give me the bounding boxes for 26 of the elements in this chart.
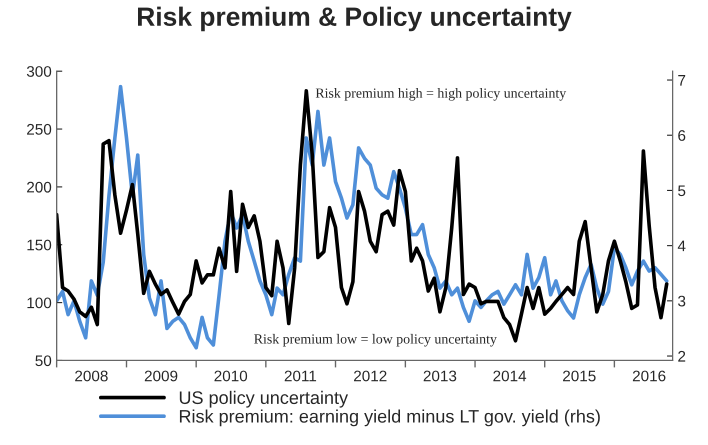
y-tick-label: 50 (35, 355, 52, 366)
y-tick-label: 300 (26, 66, 52, 77)
x-tick-label: 2016 (632, 370, 666, 382)
y2-tick-label: 6 (678, 130, 686, 141)
legend-label: US policy uncertainty (180, 390, 348, 408)
y-tick-label: 250 (27, 124, 52, 135)
y2-tick-label: 3 (678, 296, 686, 307)
y2-tick-label: 7 (678, 75, 686, 86)
x-tick-label: 2015 (563, 370, 596, 382)
x-tick-label: 2011 (284, 370, 316, 382)
x-tick-label: 2014 (493, 370, 526, 382)
y-tick-label: 150 (27, 240, 52, 250)
y2-tick-label: 4 (678, 240, 686, 252)
x-tick-label: 2012 (354, 370, 386, 382)
legend-label: Risk premium: earning yield minus LT gov. yield (rhs) (180, 409, 600, 426)
annotation: Risk premium high = high policy uncertainty (316, 88, 566, 101)
x-tick-label: 2009 (144, 370, 178, 382)
x-tick-label: 2008 (75, 370, 108, 382)
y-tick-label: 200 (27, 182, 52, 193)
y-tick-label: 100 (27, 297, 52, 308)
x-tick-label: 2013 (424, 370, 456, 382)
x-tick-label: 2010 (214, 370, 248, 382)
annotation: Risk premium low = low policy uncertainty (254, 334, 497, 347)
y2-tick-label: 5 (678, 185, 686, 196)
chart-title: Risk premium & Policy uncertainty (138, 6, 572, 32)
y2-tick-label: 2 (678, 350, 686, 362)
